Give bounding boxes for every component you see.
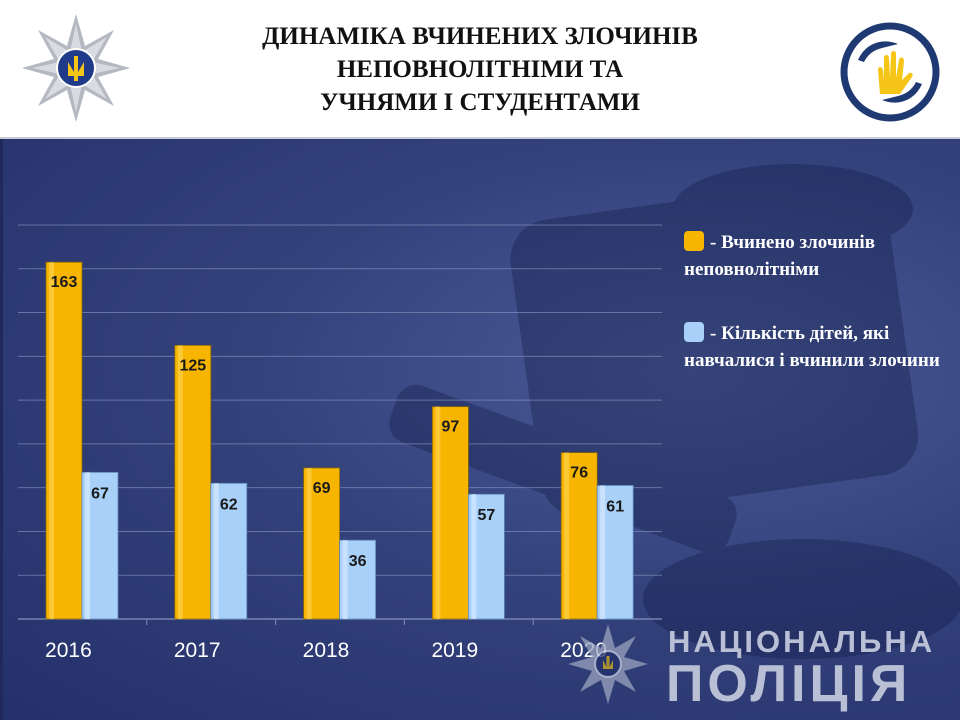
data-label-series1-2017: 125 bbox=[179, 357, 206, 374]
legend-item-2: - Кількість дітей, які навчалися і вчини… bbox=[684, 320, 946, 374]
data-label-series1-2020: 76 bbox=[570, 465, 588, 482]
x-tick-2017: 2017 bbox=[174, 639, 221, 662]
bar-highlight-series2-2018 bbox=[342, 540, 348, 619]
data-label-series2-2020: 61 bbox=[606, 498, 624, 515]
bar-highlight-series2-2017 bbox=[213, 483, 219, 619]
data-label-series2-2019: 57 bbox=[478, 507, 496, 524]
header: ДИНАМІКА ВЧИНЕНИХ ЗЛОЧИНІВ НЕПОВНОЛІТНІМ… bbox=[0, 0, 960, 139]
bar-highlight-series1-2017 bbox=[177, 345, 183, 619]
title-line-2: НЕПОВНОЛІТНІМИ ТА bbox=[336, 56, 624, 83]
watermark-star-icon bbox=[568, 624, 648, 704]
title-line-3: УЧНЯМИ І СТУДЕНТАМИ bbox=[320, 89, 640, 116]
data-label-series1-2019: 97 bbox=[442, 419, 460, 436]
data-label-series1-2018: 69 bbox=[313, 480, 331, 497]
bar-highlight-series1-2016 bbox=[49, 262, 54, 619]
legend-swatch-2 bbox=[684, 322, 704, 342]
bar-highlight-series1-2019 bbox=[435, 406, 441, 619]
police-star-logo-icon bbox=[22, 14, 130, 122]
bar-highlight-series2-2020 bbox=[600, 485, 606, 619]
legend-swatch-1 bbox=[684, 231, 704, 251]
data-label-series2-2017: 62 bbox=[220, 496, 238, 513]
x-tick-2019: 2019 bbox=[431, 639, 478, 662]
protecting-hands-logo-icon bbox=[840, 22, 940, 122]
watermark-line-1: НАЦІОНАЛЬНА bbox=[668, 624, 936, 659]
chart-title: ДИНАМІКА ВЧИНЕНИХ ЗЛОЧИНІВ НЕПОВНОЛІТНІМ… bbox=[160, 20, 800, 119]
data-label-series2-2016: 67 bbox=[91, 485, 109, 502]
x-axis-ticks: 2016 2017 2018 2019 2020 bbox=[45, 619, 607, 662]
chart-data-labels: 163 67 125 62 69 36 97 57 76 61 bbox=[51, 274, 625, 570]
bar-highlight-series1-2018 bbox=[306, 467, 312, 619]
x-tick-2016: 2016 bbox=[45, 639, 92, 662]
bar-highlight-series2-2019 bbox=[471, 494, 477, 619]
gavel-background bbox=[0, 139, 960, 720]
chart-bars bbox=[45, 261, 634, 620]
bar-highlight-series2-2016 bbox=[85, 472, 90, 619]
legend-item-1: - Вчинено злочинів неповнолітніми bbox=[684, 229, 946, 283]
data-label-series1-2016: 163 bbox=[51, 274, 78, 291]
title-line-1: ДИНАМІКА ВЧИНЕНИХ ЗЛОЧИНІВ bbox=[262, 23, 698, 50]
data-label-series2-2018: 36 bbox=[349, 553, 367, 570]
x-tick-2018: 2018 bbox=[303, 639, 350, 662]
watermark-line-2: ПОЛІЦІЯ bbox=[666, 655, 912, 713]
legend-label-1: - Вчинено злочинів неповнолітніми bbox=[684, 232, 875, 280]
legend-label-2: - Кількість дітей, які навчалися і вчини… bbox=[684, 323, 940, 371]
bar-highlight-series1-2020 bbox=[564, 452, 570, 619]
